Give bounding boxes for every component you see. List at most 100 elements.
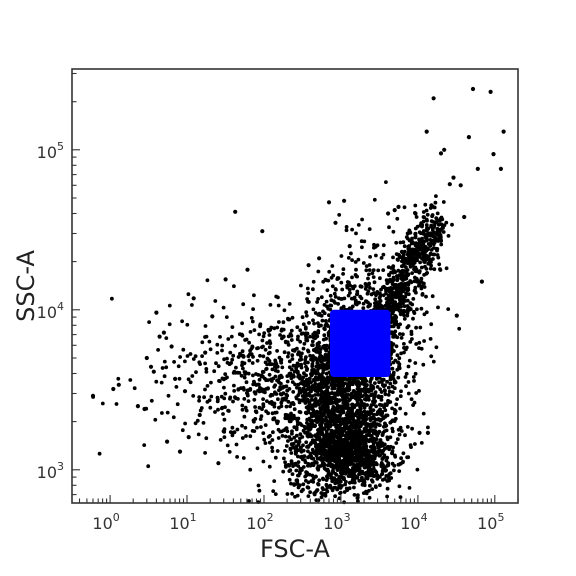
data-point bbox=[397, 286, 402, 291]
data-point bbox=[309, 385, 314, 390]
data-point bbox=[267, 464, 272, 469]
data-point bbox=[387, 389, 392, 394]
data-point bbox=[391, 255, 395, 260]
data-point bbox=[247, 340, 252, 345]
x-tick-label: 100 bbox=[92, 511, 119, 533]
data-point bbox=[372, 280, 377, 285]
data-point bbox=[327, 460, 332, 465]
data-point bbox=[215, 342, 220, 347]
data-point bbox=[370, 428, 375, 432]
data-point bbox=[392, 380, 397, 385]
data-point bbox=[396, 204, 401, 209]
data-point bbox=[354, 267, 358, 272]
data-point bbox=[257, 405, 262, 410]
data-point bbox=[343, 461, 347, 466]
data-point bbox=[399, 456, 403, 461]
data-point bbox=[327, 377, 332, 382]
data-point bbox=[373, 474, 378, 478]
data-point bbox=[308, 389, 313, 394]
data-point bbox=[327, 415, 332, 420]
data-point bbox=[277, 376, 282, 380]
data-point bbox=[352, 418, 356, 423]
data-point bbox=[309, 398, 314, 402]
data-point bbox=[236, 355, 241, 359]
data-point bbox=[386, 293, 391, 298]
data-point bbox=[397, 365, 402, 370]
data-point bbox=[424, 294, 428, 299]
data-point bbox=[161, 330, 166, 335]
data-point bbox=[367, 303, 372, 308]
data-point bbox=[225, 356, 229, 361]
data-point bbox=[398, 290, 403, 295]
data-point bbox=[372, 446, 377, 451]
data-point bbox=[433, 200, 438, 205]
data-point bbox=[116, 382, 121, 387]
data-point bbox=[250, 345, 255, 349]
data-point bbox=[432, 252, 437, 257]
data-point bbox=[371, 439, 376, 444]
data-point bbox=[298, 469, 302, 474]
gate-region bbox=[330, 309, 391, 377]
data-point bbox=[359, 431, 363, 436]
data-point bbox=[405, 252, 410, 257]
data-point bbox=[301, 375, 306, 380]
data-point bbox=[261, 374, 265, 379]
data-point bbox=[354, 453, 359, 458]
data-point bbox=[367, 397, 371, 402]
data-point bbox=[205, 384, 210, 388]
data-point bbox=[298, 432, 303, 437]
data-point bbox=[345, 280, 350, 284]
data-point bbox=[351, 455, 356, 460]
data-point bbox=[365, 449, 369, 454]
data-point bbox=[369, 416, 374, 421]
data-point bbox=[323, 493, 328, 498]
data-point bbox=[220, 376, 225, 381]
data-point bbox=[244, 434, 248, 438]
data-point bbox=[269, 362, 274, 367]
data-point bbox=[349, 435, 354, 439]
data-point bbox=[253, 405, 257, 409]
data-point bbox=[286, 351, 291, 355]
data-point bbox=[294, 449, 298, 454]
data-point bbox=[340, 287, 345, 292]
data-point bbox=[310, 447, 315, 452]
data-point bbox=[426, 425, 430, 430]
data-point bbox=[284, 444, 289, 448]
data-point bbox=[340, 389, 345, 394]
data-point bbox=[410, 337, 414, 341]
gated-population bbox=[330, 309, 391, 377]
data-point bbox=[247, 358, 252, 363]
data-point bbox=[344, 388, 349, 392]
data-point bbox=[290, 357, 295, 361]
data-point bbox=[315, 343, 320, 348]
data-point bbox=[429, 219, 434, 224]
data-point bbox=[162, 359, 167, 364]
data-point bbox=[186, 377, 191, 382]
data-point bbox=[349, 251, 353, 256]
data-point bbox=[359, 441, 363, 446]
data-point bbox=[393, 329, 398, 334]
data-point bbox=[413, 232, 418, 236]
data-point bbox=[245, 388, 250, 393]
data-point bbox=[294, 468, 299, 473]
data-point bbox=[313, 398, 318, 403]
data-point bbox=[261, 344, 265, 349]
data-point bbox=[301, 346, 306, 351]
data-point bbox=[379, 394, 384, 399]
data-point bbox=[287, 477, 292, 482]
data-point bbox=[228, 350, 233, 355]
data-point bbox=[204, 436, 209, 441]
data-point bbox=[325, 354, 329, 358]
data-point bbox=[320, 461, 325, 466]
data-point bbox=[406, 391, 411, 396]
data-point bbox=[202, 395, 207, 400]
data-point bbox=[413, 371, 418, 376]
data-point bbox=[232, 389, 237, 393]
data-point bbox=[302, 341, 307, 346]
data-point bbox=[374, 253, 378, 258]
data-point bbox=[363, 458, 368, 462]
data-point bbox=[317, 256, 322, 261]
data-point bbox=[396, 325, 401, 330]
data-point bbox=[380, 457, 385, 461]
data-point bbox=[313, 311, 318, 315]
